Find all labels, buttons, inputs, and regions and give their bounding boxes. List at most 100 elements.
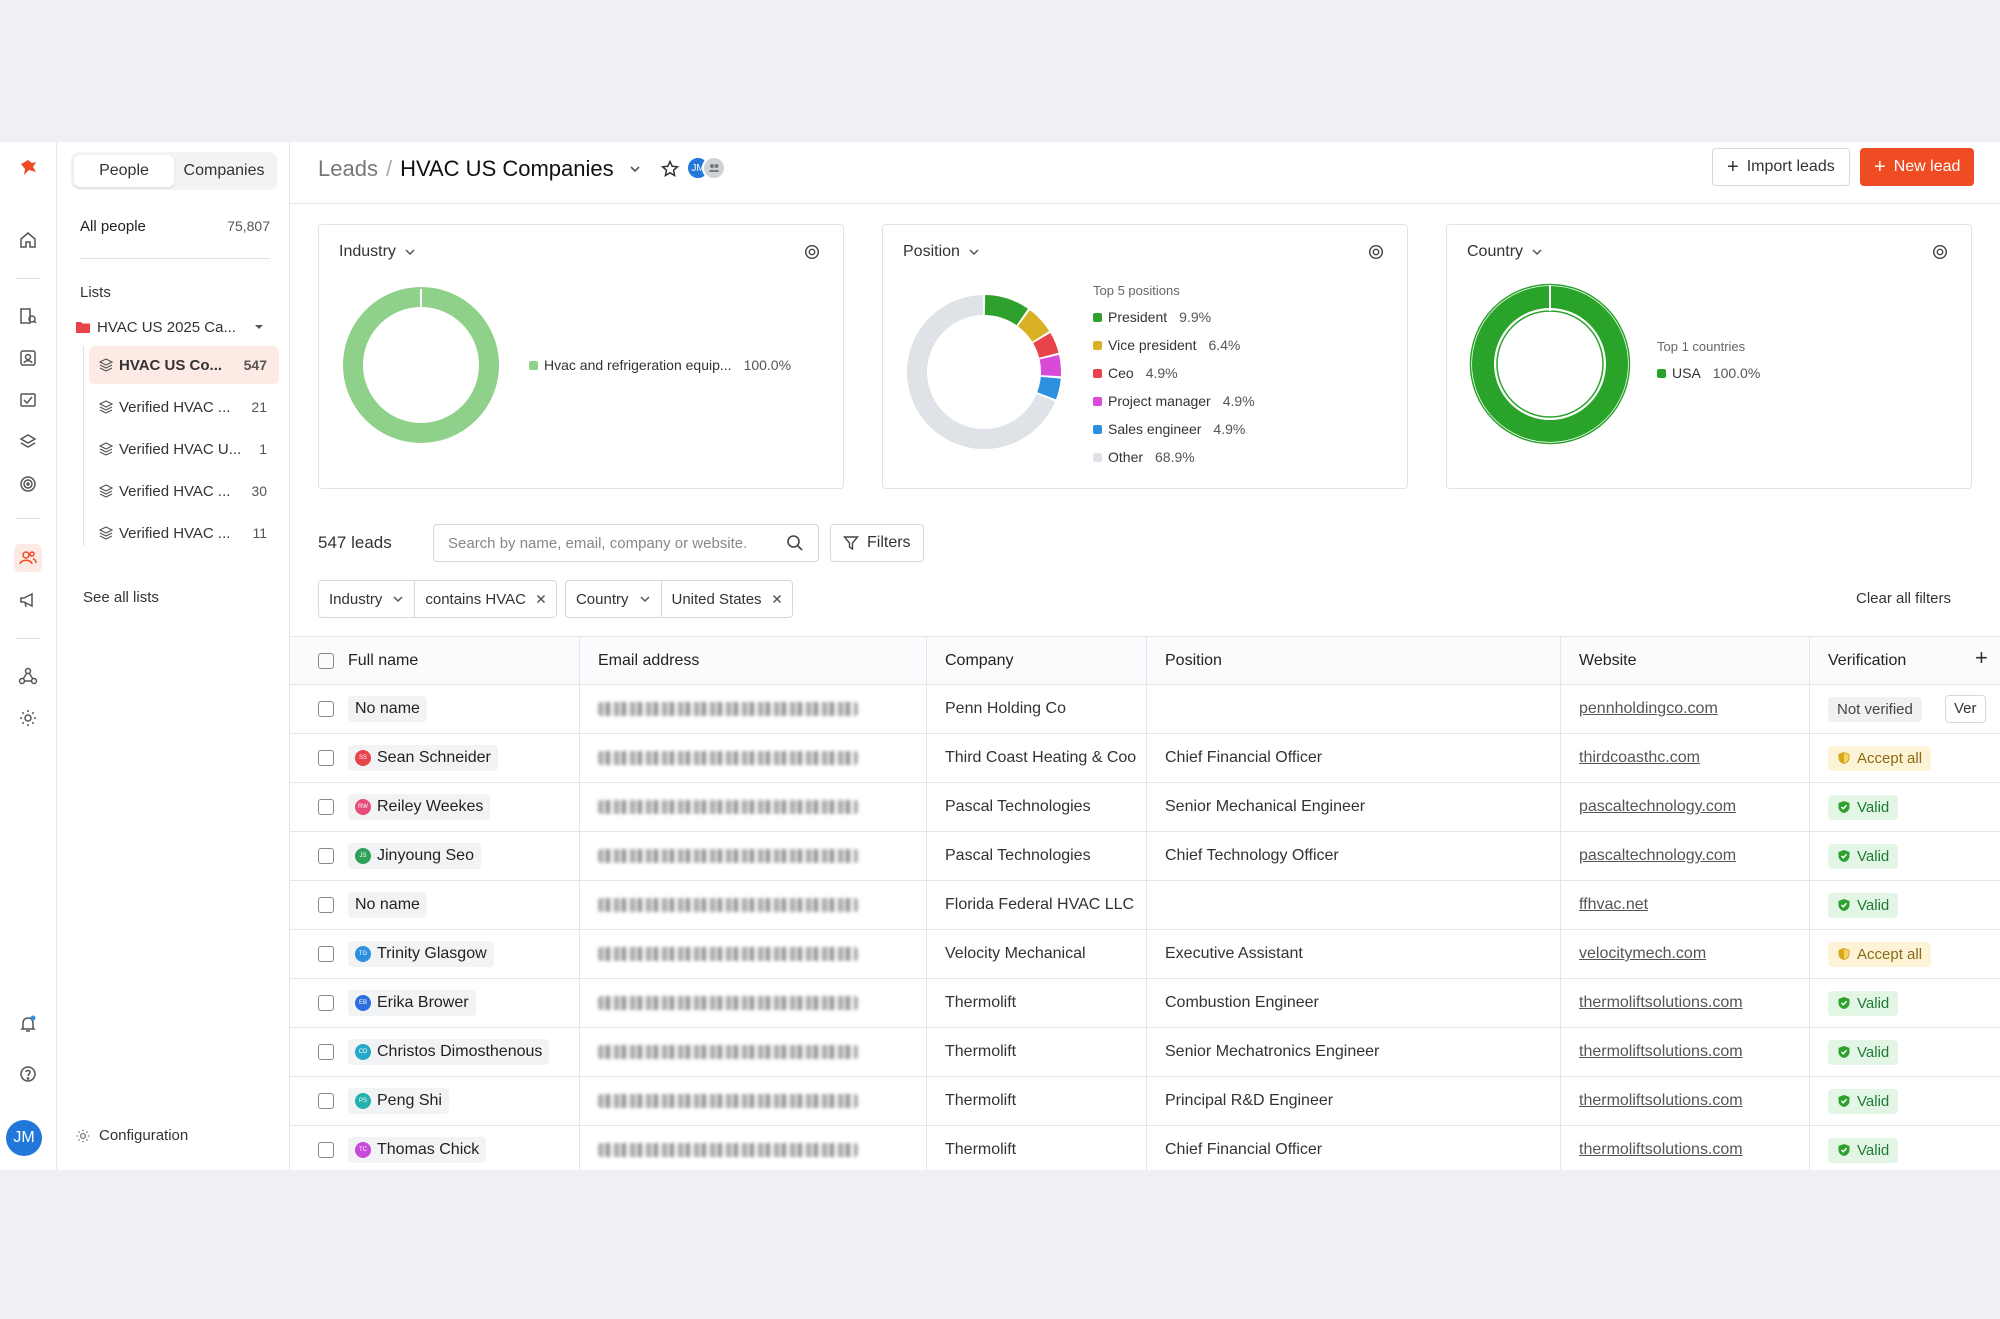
legend-item[interactable]: Hvac and refrigeration equip... 100.0% [529,351,791,379]
row-checkbox[interactable] [318,897,334,913]
website-link[interactable]: pascaltechnology.com [1579,798,1737,815]
cell-position[interactable]: Combustion Engineer [1147,979,1561,1027]
verification-badge[interactable]: Valid [1828,1088,1899,1114]
verification-badge[interactable]: Valid [1828,794,1899,820]
header-email[interactable]: Email address [580,637,927,685]
person-name-chip[interactable]: No name [348,696,427,722]
person-name-chip[interactable]: SS Sean Schneider [348,745,498,771]
see-all-lists-link[interactable]: See all lists [83,589,159,606]
star-icon[interactable] [660,159,680,179]
verification-badge[interactable]: Accept all [1828,745,1932,771]
cell-position[interactable] [1147,685,1561,733]
cell-company[interactable]: Penn Holding Co [927,685,1147,733]
legend-item[interactable]: USA 100.0% [1657,359,1760,387]
donut-slice[interactable] [1037,376,1061,400]
header-website[interactable]: Website [1561,637,1810,685]
website-link[interactable]: velocitymech.com [1579,945,1707,962]
sidebar-list-item[interactable]: Verified HVAC ... 11 [89,514,279,552]
table-row[interactable]: TC Thomas Chick Thermolift Chief Financial … [290,1126,2000,1170]
configuration-link[interactable]: Configuration [75,1127,188,1144]
sidebar-list-item[interactable]: Verified HVAC ... 21 [89,388,279,426]
sidebar-list-item[interactable]: HVAC US Co... 547 [89,346,279,384]
table-row[interactable]: PS Peng Shi Thermolift Principal R&D Engine… [290,1077,2000,1126]
filter-field-dropdown[interactable]: Country [566,581,661,617]
cell-position[interactable]: Senior Mechanical Engineer [1147,783,1561,831]
person-name-chip[interactable]: EB Erika Brower [348,990,476,1016]
list-folder[interactable]: HVAC US 2025 Ca... [75,312,275,342]
home-icon[interactable] [14,226,42,254]
settings-icon[interactable] [14,704,42,732]
logo-icon[interactable] [14,154,42,182]
cell-email[interactable] [580,783,927,831]
row-checkbox[interactable] [318,799,334,815]
donut-slice[interactable] [1472,286,1628,442]
cell-company[interactable]: Velocity Mechanical [927,930,1147,978]
website-link[interactable]: thermoliftsolutions.com [1579,1092,1743,1109]
megaphone-icon[interactable] [14,586,42,614]
verification-badge[interactable]: Valid [1828,892,1899,918]
cell-email[interactable] [580,930,927,978]
website-link[interactable]: thirdcoasthc.com [1579,749,1700,766]
cell-email[interactable] [580,881,927,929]
cell-company[interactable]: Thermolift [927,1126,1147,1170]
website-link[interactable]: thermoliftsolutions.com [1579,1043,1743,1060]
filters-button[interactable]: Filters [830,524,924,562]
row-checkbox[interactable] [318,1093,334,1109]
donut-slice[interactable] [1033,333,1059,359]
gear-icon[interactable] [803,243,821,261]
leads-icon[interactable] [14,544,42,572]
industry-dropdown[interactable]: Industry [339,243,416,261]
country-dropdown[interactable]: Country [1467,243,1543,261]
gear-icon[interactable] [1931,243,1949,261]
help-icon[interactable] [14,1060,42,1088]
person-name-chip[interactable]: CD Christos Dimosthenous [348,1039,550,1065]
cell-email[interactable] [580,1028,927,1076]
cell-position[interactable] [1147,881,1561,929]
cell-position[interactable]: Principal R&D Engineer [1147,1077,1561,1125]
cell-email[interactable] [580,1077,927,1125]
cell-company[interactable]: Thermolift [927,1077,1147,1125]
website-link[interactable]: ffhvac.net [1579,896,1649,913]
cell-company[interactable]: Pascal Technologies [927,832,1147,880]
gear-icon[interactable] [1367,243,1385,261]
website-link[interactable]: pennholdingco.com [1579,700,1718,717]
contact-card-icon[interactable] [14,344,42,372]
cell-company[interactable]: Third Coast Heating & Coo [927,734,1147,782]
row-checkbox[interactable] [318,995,334,1011]
donut-slice[interactable] [1039,355,1061,377]
filter-field-dropdown[interactable]: Industry [319,581,414,617]
new-lead-button[interactable]: + New lead [1860,148,1975,186]
legend-item[interactable]: President 9.9% [1093,303,1255,331]
caret-down-icon[interactable] [254,322,264,332]
row-checkbox[interactable] [318,1044,334,1060]
donut-slice[interactable] [907,295,1056,449]
select-all-checkbox[interactable] [318,653,334,669]
donut-slice[interactable] [984,295,1028,326]
cell-email[interactable] [580,734,927,782]
website-link[interactable]: pascaltechnology.com [1579,847,1737,864]
legend-item[interactable]: Ceo 4.9% [1093,359,1255,387]
verification-badge[interactable]: Valid [1828,843,1899,869]
table-row[interactable]: No name Penn Holding Co pennholdingco.com N… [290,685,2000,734]
sidebar-list-item[interactable]: Verified HVAC U... 1 [89,430,279,468]
row-checkbox[interactable] [318,1142,334,1158]
tab-people[interactable]: People [74,155,174,187]
breadcrumb-root[interactable]: Leads [318,156,378,181]
verify-button[interactable]: Ver [1945,695,1986,723]
table-row[interactable]: JS Jinyoung Seo Pascal Technologies Chief T… [290,832,2000,881]
row-checkbox[interactable] [318,946,334,962]
cell-position[interactable]: Chief Financial Officer [1147,1126,1561,1170]
table-row[interactable]: No name Florida Federal HVAC LLC ffhvac.ne… [290,881,2000,930]
cell-company[interactable]: Thermolift [927,1028,1147,1076]
close-icon[interactable] [536,594,546,604]
clear-all-filters-link[interactable]: Clear all filters [1856,590,1952,607]
legend-item[interactable]: Sales engineer 4.9% [1093,415,1255,443]
person-name-chip[interactable]: JS Jinyoung Seo [348,843,481,869]
integrations-icon[interactable] [14,662,42,690]
cell-email[interactable] [580,685,927,733]
cell-email[interactable] [580,1126,927,1170]
verify-email-icon[interactable] [14,386,42,414]
user-avatar[interactable]: JM [6,1120,42,1156]
cell-position[interactable]: Executive Assistant [1147,930,1561,978]
cell-email[interactable] [580,832,927,880]
